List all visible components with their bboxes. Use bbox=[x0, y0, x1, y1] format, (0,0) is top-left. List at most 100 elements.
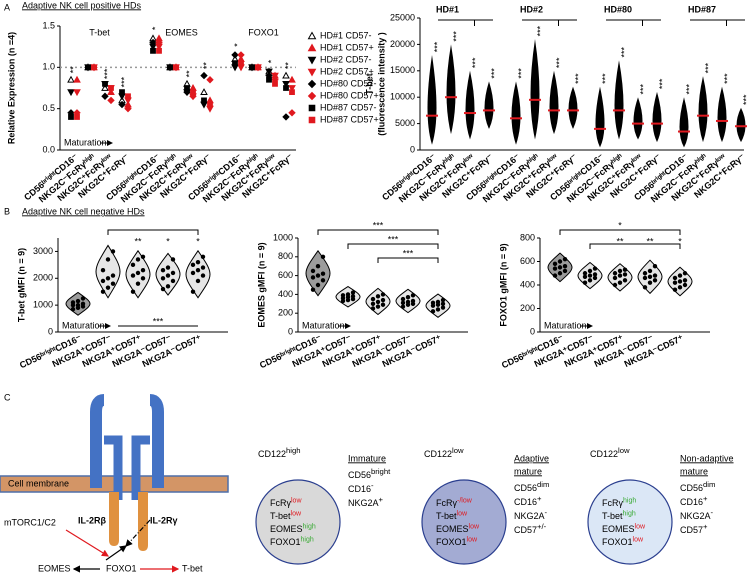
significance: * bbox=[678, 236, 682, 246]
bracket bbox=[559, 229, 681, 235]
data-point bbox=[70, 300, 76, 305]
phenotype-text: CD122low bbox=[424, 446, 464, 459]
y-tick-label: 0 bbox=[288, 326, 293, 336]
y-tick-label: 600 bbox=[278, 270, 293, 280]
significance: *** bbox=[573, 73, 583, 84]
panel-label: B bbox=[4, 206, 10, 216]
significance: ** bbox=[184, 70, 194, 78]
text-superscript: low bbox=[469, 523, 480, 530]
data-point bbox=[195, 259, 201, 265]
data-point bbox=[622, 278, 628, 283]
point-cloud bbox=[427, 54, 437, 145]
data-point bbox=[647, 268, 653, 274]
text-base: FcRγ bbox=[602, 498, 623, 508]
legend-label: HD#87 CD57- bbox=[320, 102, 377, 112]
data-point bbox=[557, 265, 563, 270]
y-tick-label: 10000 bbox=[390, 92, 415, 102]
text-base: T-bet bbox=[436, 511, 457, 521]
data-point bbox=[622, 272, 628, 277]
significance: *** bbox=[102, 68, 112, 79]
point-cloud bbox=[446, 44, 456, 135]
data-point bbox=[108, 85, 114, 91]
data-point bbox=[265, 68, 273, 76]
maturation-label: Maturation bbox=[64, 137, 107, 147]
text-superscript: +/- bbox=[537, 522, 547, 531]
data-point bbox=[677, 273, 683, 278]
group-label: HD#87 bbox=[688, 4, 716, 14]
point-cloud bbox=[595, 86, 605, 148]
point-cloud bbox=[633, 97, 643, 140]
data-point bbox=[320, 254, 326, 259]
data-point bbox=[582, 274, 588, 279]
data-point bbox=[237, 51, 245, 59]
point-cloud bbox=[717, 86, 727, 143]
significance: *** bbox=[516, 68, 526, 79]
significance: *** bbox=[703, 62, 713, 73]
data-point bbox=[672, 287, 678, 292]
phenotype-text: T-betlow bbox=[270, 510, 302, 521]
text-base: CD16 bbox=[680, 497, 703, 507]
bracket-label: *** bbox=[388, 234, 399, 244]
text-base: T-bet bbox=[602, 511, 623, 521]
data-point bbox=[582, 271, 588, 276]
y-tick-label: 1000 bbox=[273, 232, 293, 242]
data-point bbox=[405, 295, 411, 300]
phenotype-text: CD122high bbox=[258, 446, 301, 459]
data-point bbox=[552, 266, 558, 271]
significance: ** bbox=[201, 62, 211, 70]
legend-label: HD#87 CD57+ bbox=[320, 114, 379, 124]
data-point bbox=[140, 254, 146, 259]
phenotype-text: EOMESlow bbox=[602, 523, 646, 534]
data-point bbox=[190, 89, 196, 96]
data-point bbox=[149, 38, 157, 47]
data-point bbox=[340, 293, 346, 298]
data-point bbox=[375, 299, 381, 305]
data-point bbox=[435, 307, 441, 312]
data-point bbox=[562, 264, 568, 269]
data-point bbox=[647, 274, 653, 279]
data-point bbox=[440, 301, 446, 306]
data-point bbox=[310, 287, 316, 292]
phenotype-text: NKG2A- bbox=[680, 508, 714, 521]
y-tick-label: 0 bbox=[48, 326, 53, 336]
data-point bbox=[140, 276, 146, 281]
text-superscript: low bbox=[457, 510, 468, 517]
data-point bbox=[231, 51, 239, 59]
bracket-label: *** bbox=[403, 248, 414, 258]
group-label: HD#80 bbox=[604, 4, 632, 14]
data-point bbox=[350, 290, 356, 295]
y-tick-label: 20000 bbox=[390, 39, 415, 49]
legend-marker bbox=[307, 79, 317, 89]
data-point bbox=[642, 271, 648, 276]
text-superscript: -/low bbox=[457, 497, 473, 504]
text-superscript: - bbox=[371, 481, 374, 490]
data-point bbox=[370, 301, 376, 306]
legend-label: HD#80 CD57+ bbox=[320, 90, 379, 100]
data-point bbox=[617, 280, 623, 285]
data-point bbox=[405, 299, 411, 305]
data-point bbox=[587, 273, 593, 278]
data-point bbox=[370, 296, 376, 302]
phenotype-text: FOXO1low bbox=[436, 536, 478, 547]
significance: *** bbox=[432, 41, 442, 52]
text-base: CD56 bbox=[680, 483, 703, 493]
data-point bbox=[320, 271, 326, 276]
significance: *** bbox=[119, 76, 129, 87]
data-point bbox=[170, 257, 176, 262]
text-superscript: bright bbox=[371, 467, 391, 476]
diagram-label: mTORC1/C2 bbox=[4, 517, 56, 527]
y-tick-label: 5000 bbox=[395, 118, 415, 128]
legend-marker bbox=[308, 104, 316, 112]
text-base: CD57 bbox=[680, 525, 703, 535]
y-axis-label: Relative Expression (n =4) bbox=[6, 32, 16, 144]
legend-label: HD#1 CD57+ bbox=[320, 42, 374, 52]
group-label: FOXO1 bbox=[248, 27, 279, 37]
data-point bbox=[435, 299, 441, 305]
significance: * bbox=[232, 43, 242, 47]
data-point bbox=[156, 47, 162, 54]
group-label: EOMES bbox=[165, 27, 198, 37]
data-point bbox=[74, 114, 80, 120]
phenotype-text: CD57+/- bbox=[514, 522, 547, 535]
text-superscript: high bbox=[303, 523, 316, 530]
